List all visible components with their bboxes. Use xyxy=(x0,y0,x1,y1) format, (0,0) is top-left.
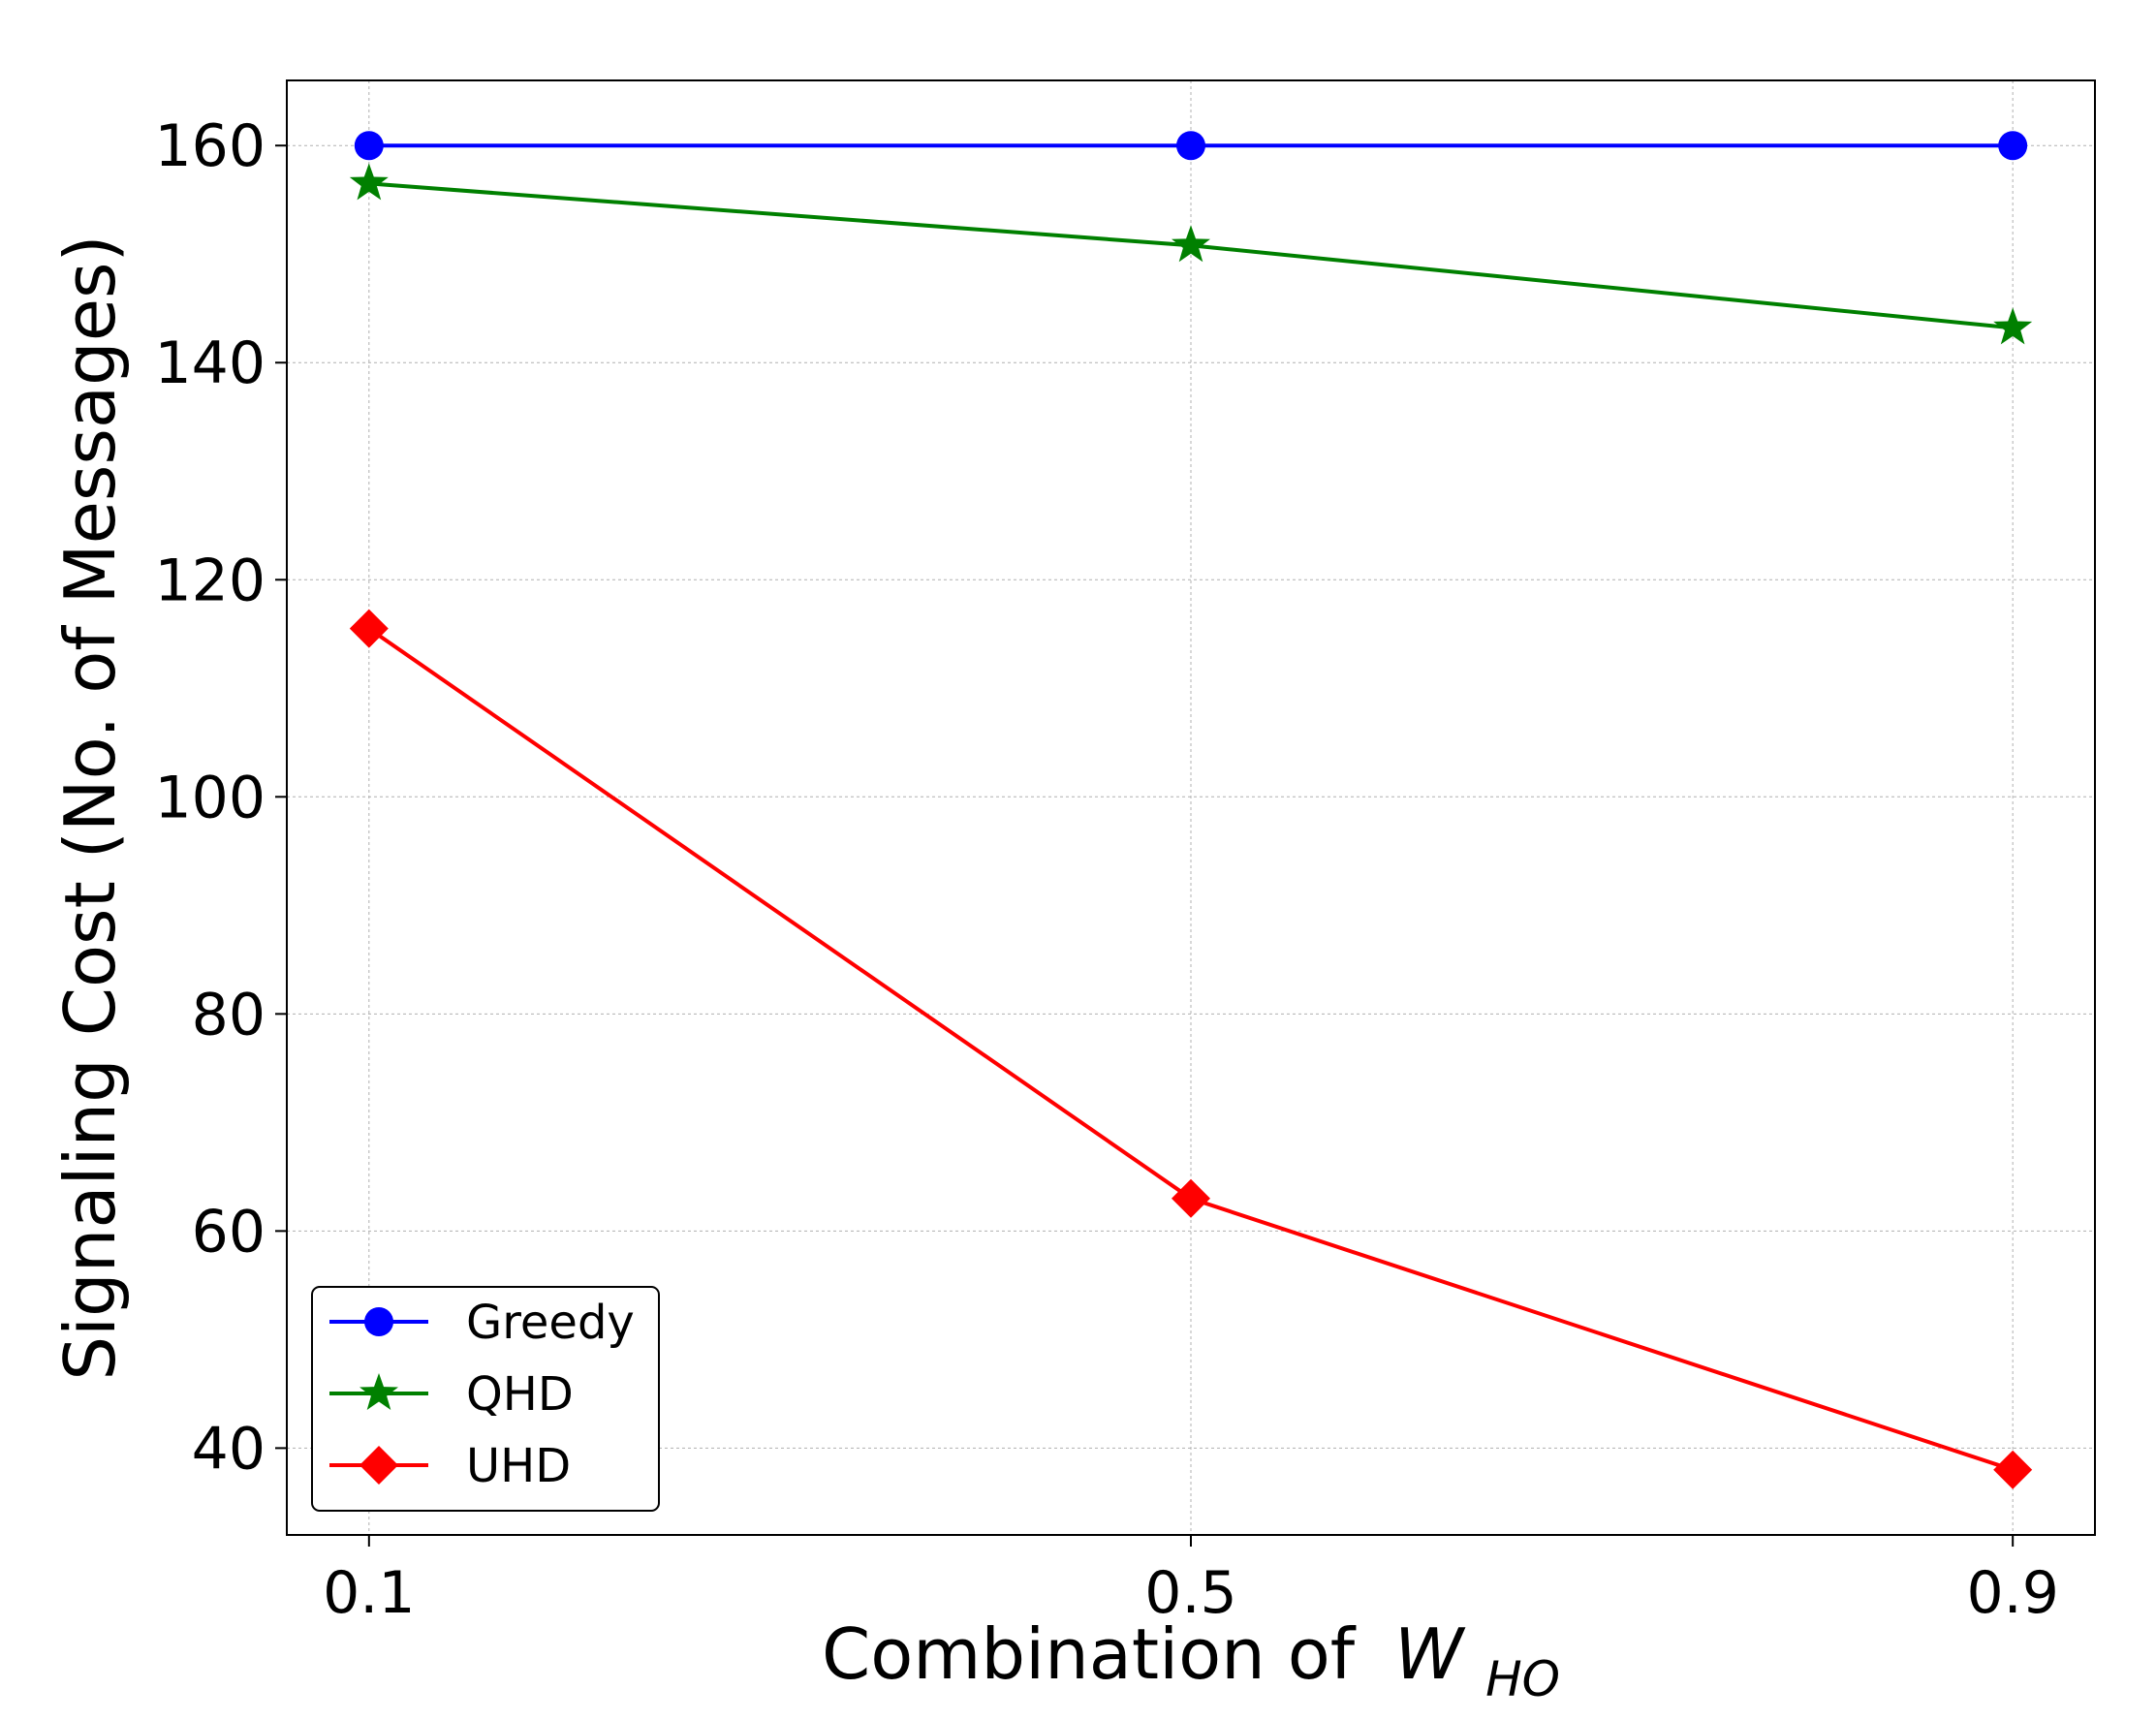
legend-label-qhd: QHD xyxy=(466,1367,574,1422)
legend: Greedy QHD UHD xyxy=(311,1286,660,1512)
legend-marker-qhd xyxy=(359,1373,398,1410)
series-layer xyxy=(349,131,2033,1489)
y-axis-title: Signaling Cost (No. of Messages) xyxy=(49,235,131,1380)
legend-label-greedy: Greedy xyxy=(466,1296,635,1350)
y-tick-label: 40 xyxy=(192,1415,266,1483)
data-point-qhd xyxy=(1993,307,2033,345)
data-point-greedy xyxy=(1176,131,1205,161)
x-tick-label: 0.5 xyxy=(1144,1559,1236,1627)
series-qhd xyxy=(349,163,2033,345)
legend-marker-greedy xyxy=(364,1307,393,1336)
legend-box xyxy=(311,1286,660,1512)
x-axis-title-subscript: HO xyxy=(1485,1651,1560,1707)
data-point-qhd xyxy=(349,163,389,201)
grid xyxy=(287,80,2095,1535)
data-point-greedy xyxy=(1998,131,2028,161)
series-greedy xyxy=(354,131,2028,161)
x-axis-title-text: Combination of xyxy=(822,1613,1357,1695)
x-tick-label: 0.1 xyxy=(323,1559,415,1627)
y-tick-label: 160 xyxy=(154,112,266,180)
legend-marker-uhd xyxy=(359,1446,398,1485)
y-tick-label: 120 xyxy=(154,547,266,614)
x-tick-label: 0.9 xyxy=(1966,1559,2058,1627)
y-tick-label: 80 xyxy=(192,981,266,1048)
series-uhd xyxy=(349,609,2033,1489)
data-point-greedy xyxy=(354,131,384,161)
x-axis-title: Combination of W HO xyxy=(822,1613,1560,1707)
y-tick-label: 60 xyxy=(192,1198,266,1266)
data-point-qhd xyxy=(1172,225,1210,263)
y-tick-label: 100 xyxy=(154,764,266,831)
y-tick-label: 140 xyxy=(154,329,266,397)
legend-label-uhd: UHD xyxy=(466,1439,571,1493)
x-axis-title-symbol: W xyxy=(1394,1613,1466,1695)
data-point-uhd xyxy=(1172,1178,1210,1218)
axes: 40 60 80 100 120 140 160 0.1 0.5 0.9 xyxy=(154,112,2058,1627)
data-point-uhd xyxy=(1993,1450,2033,1489)
data-point-uhd xyxy=(349,609,389,648)
